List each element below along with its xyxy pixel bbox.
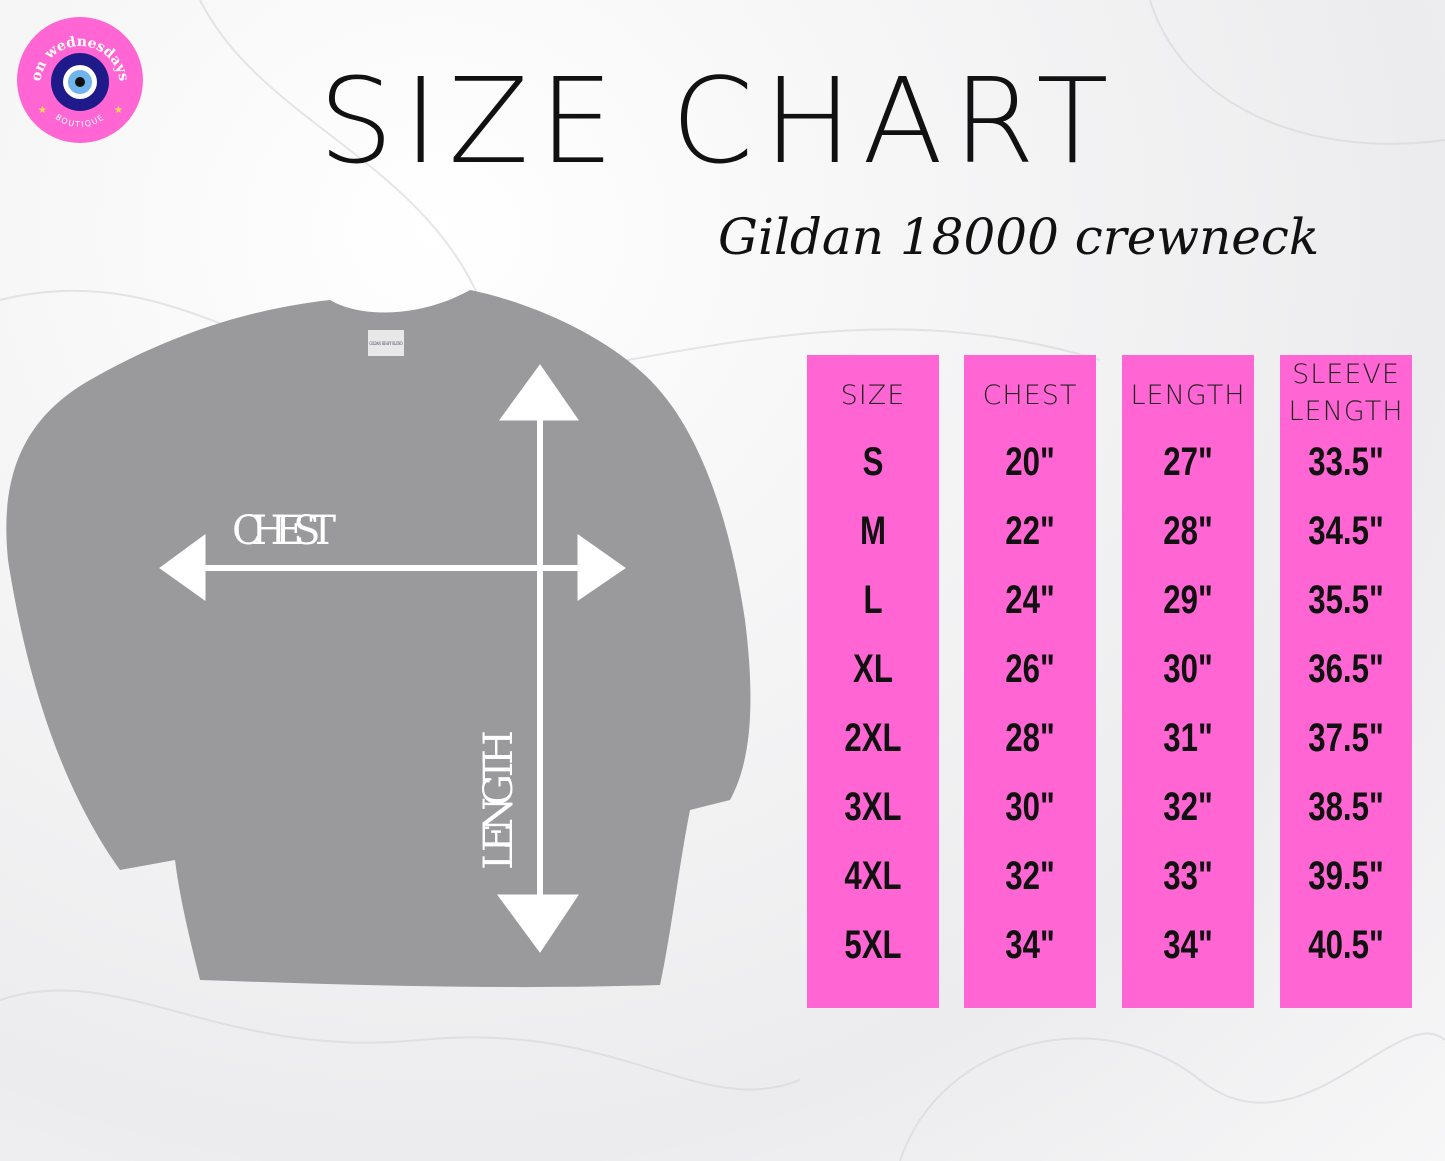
table-cell: 20" bbox=[1005, 440, 1055, 484]
table-cell: 31" bbox=[1163, 716, 1213, 760]
table-cell: 30" bbox=[1005, 785, 1055, 829]
column-header: LENGTH bbox=[1288, 396, 1404, 427]
table-cell: 35.5" bbox=[1308, 578, 1384, 622]
table-cell: 33" bbox=[1163, 854, 1213, 898]
table-cell: 28" bbox=[1163, 509, 1213, 553]
table-cell: 37.5" bbox=[1308, 716, 1384, 760]
column-header: SIZE bbox=[840, 380, 906, 411]
page-title: SIZE CHART bbox=[318, 52, 1119, 190]
garment-tag bbox=[368, 330, 404, 356]
sweatshirt-body bbox=[6, 290, 751, 988]
table-cell: 27" bbox=[1163, 440, 1213, 484]
table-cell: L bbox=[863, 578, 883, 622]
table-cell: 29" bbox=[1163, 578, 1213, 622]
column-sleeve-length: SLEEVE LENGTH 33.5" 34.5" 35.5" 36.5" 37.5" 38.… bbox=[1280, 355, 1412, 1008]
table-cell: 33.5" bbox=[1308, 440, 1384, 484]
table-cell: 26" bbox=[1005, 647, 1055, 691]
table-cell: 38.5" bbox=[1308, 785, 1384, 829]
table-cell: 22" bbox=[1005, 509, 1055, 553]
table-cell: 30" bbox=[1163, 647, 1213, 691]
table-cell: 39.5" bbox=[1308, 854, 1384, 898]
table-cell: 4XL bbox=[844, 854, 902, 898]
sweatshirt-illustration: GILDAN HEAVY BLEND CHEST LENGTH bbox=[6, 290, 751, 988]
length-label: LENGTH bbox=[476, 730, 522, 870]
table-cell: 40.5" bbox=[1308, 923, 1384, 967]
table-cell: XL bbox=[853, 647, 893, 691]
svg-text:★: ★ bbox=[114, 105, 123, 116]
table-cell: 5XL bbox=[844, 923, 902, 967]
table-cell: 36.5" bbox=[1308, 647, 1384, 691]
column-chest: CHEST 20" 22" 24" 26" 28" 30" 32" 34" bbox=[964, 355, 1096, 1008]
column-length: LENGTH 27" 28" 29" 30" 31" 32" 33" 34" bbox=[1122, 355, 1254, 1008]
column-header: LENGTH bbox=[1130, 380, 1246, 411]
table-cell: 34.5" bbox=[1308, 509, 1384, 553]
table-cell: 32" bbox=[1163, 785, 1213, 829]
table-cell: 34" bbox=[1005, 923, 1055, 967]
table-cell: 32" bbox=[1005, 854, 1055, 898]
table-cell: 3XL bbox=[844, 785, 902, 829]
svg-text:★: ★ bbox=[38, 105, 47, 116]
table-cell: 34" bbox=[1163, 923, 1213, 967]
chest-label: CHEST bbox=[232, 508, 336, 554]
garment-tag-text: GILDAN HEAVY BLEND bbox=[370, 341, 403, 347]
table-cell: 28" bbox=[1005, 716, 1055, 760]
brand-logo: on wednesdays BOUTIQUE ★ ★ bbox=[17, 17, 143, 143]
column-size: SIZE S M L XL 2XL 3XL 4XL 5XL bbox=[807, 355, 939, 1008]
product-subtitle: Gildan 18000 crewneck bbox=[718, 208, 1320, 266]
table-cell: 24" bbox=[1005, 578, 1055, 622]
column-header: CHEST bbox=[982, 380, 1078, 411]
table-cell: S bbox=[862, 440, 884, 484]
column-header: SLEEVE bbox=[1292, 359, 1400, 390]
table-cell: 2XL bbox=[844, 716, 902, 760]
table-cell: M bbox=[859, 509, 886, 553]
